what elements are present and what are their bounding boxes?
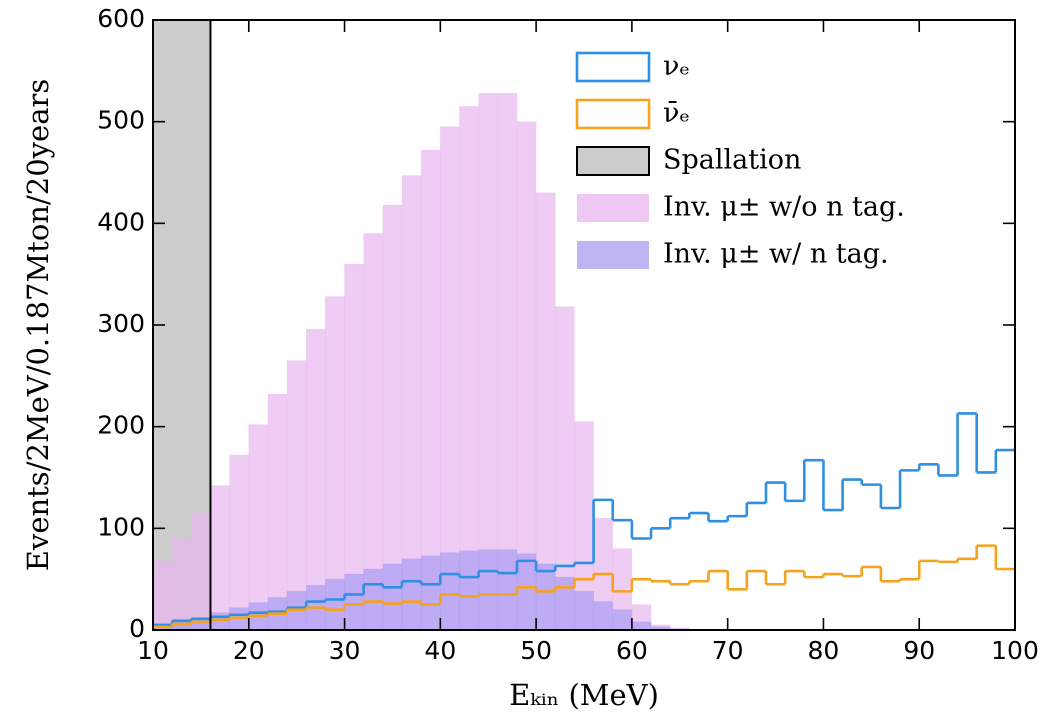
y-axis-label: Events/2MeV/0.187Mton/20years: [21, 79, 55, 571]
x-tick-label: 80: [808, 636, 840, 665]
histogram-bar: [420, 555, 441, 631]
y-tick-label: 500: [97, 106, 145, 135]
histogram-bar: [286, 360, 307, 631]
x-tick-label: 20: [233, 636, 265, 665]
x-tick-label: 30: [329, 636, 361, 665]
histogram-bar: [325, 578, 345, 631]
histogram-bar: [612, 609, 633, 631]
x-tick-label: 70: [712, 636, 744, 665]
histogram-bar: [210, 485, 230, 631]
histogram-bar: [478, 549, 499, 631]
histogram-bar: [574, 591, 594, 631]
histogram-bar: [171, 538, 192, 631]
x-tick-label: 50: [520, 636, 552, 665]
x-tick-label: 40: [424, 636, 456, 665]
y-tick-label: 600: [97, 4, 145, 33]
histogram-bar: [535, 563, 556, 631]
y-tick-label: 400: [97, 207, 145, 236]
y-tick-label: 300: [97, 309, 145, 338]
legend-label: Spallation: [663, 145, 801, 176]
x-axis-label: Eₖᵢₙ (MeV): [509, 678, 659, 712]
histogram-bar: [344, 573, 365, 631]
histogram-bar: [305, 328, 326, 631]
histogram-bar: [267, 393, 288, 631]
histogram-bar: [210, 612, 230, 631]
legend-label: Inv. μ± w/o n tag.: [663, 192, 905, 223]
histogram-bar: [497, 549, 518, 631]
legend-label: νₑ: [663, 51, 690, 82]
histogram-bar: [459, 550, 479, 631]
y-tick-label: 100: [97, 512, 145, 541]
x-tick-label: 100: [991, 636, 1039, 665]
legend-swatch: [576, 146, 650, 176]
histogram-bar: [516, 553, 537, 631]
legend-label: ν̄ₑ: [663, 98, 690, 129]
histogram-bar: [382, 563, 403, 631]
histogram-bar: [229, 454, 250, 631]
x-tick-label: 10: [137, 636, 169, 665]
y-tick-label: 0: [129, 614, 145, 643]
plot-area: [152, 20, 1015, 631]
histogram-bar: [191, 512, 211, 631]
x-tick-label: 90: [903, 636, 935, 665]
legend-swatch: [575, 51, 651, 83]
histogram-bar: [554, 576, 575, 631]
histogram-bar: [401, 558, 422, 631]
legend-swatch: [577, 241, 649, 269]
histogram-bar: [152, 560, 173, 631]
legend-swatch: [575, 98, 651, 130]
histogram-bar: [248, 424, 269, 631]
histogram-bar: [363, 568, 384, 631]
histogram-bar: [593, 601, 614, 631]
x-tick-label: 60: [616, 636, 648, 665]
histogram-bar: [631, 621, 652, 631]
legend-label: Inv. μ± w/ n tag.: [663, 239, 889, 270]
histogram-bar: [440, 552, 460, 631]
legend-swatch: [577, 194, 649, 222]
y-tick-label: 200: [97, 411, 145, 440]
